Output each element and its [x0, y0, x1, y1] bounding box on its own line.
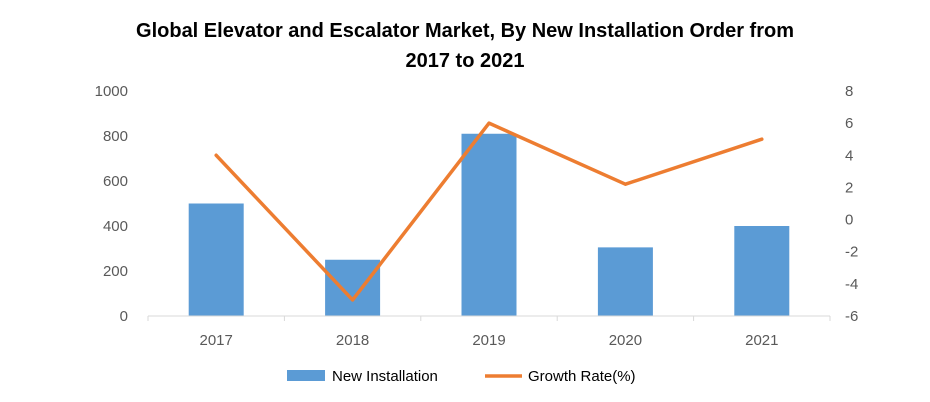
x-tick-label: 2020 [609, 332, 642, 349]
bar-2018 [325, 259, 381, 316]
growth-rate-point-2021 [760, 137, 764, 141]
x-tick-label: 2018 [336, 332, 369, 349]
x-tick-label: 2021 [745, 332, 778, 349]
y-right-tick-label: -4 [845, 276, 858, 293]
y-left-tick-label: 0 [120, 308, 128, 325]
chart-title-line-1: Global Elevator and Escalator Market, By… [136, 20, 794, 42]
chart-title-line-2: 2017 to 2021 [405, 50, 525, 72]
y-right-tick-label: 2 [845, 179, 853, 196]
growth-rate-point-2017 [214, 153, 218, 157]
growth-rate-point-2020 [623, 182, 627, 186]
y-right-tick-label: -2 [845, 244, 858, 261]
y-left-tick-label: 1000 [95, 83, 128, 100]
y-left-tick-label: 200 [103, 263, 128, 280]
bar-2017 [188, 203, 244, 316]
y-right-tick-label: 6 [845, 115, 853, 132]
y-right-tick-label: 8 [845, 83, 853, 100]
growth-rate-point-2019 [487, 121, 491, 125]
bar-2021 [734, 226, 790, 316]
bar-2020 [597, 247, 653, 316]
legend-swatch-new-installation [287, 370, 325, 381]
legend-label-growth-rate: Growth Rate(%) [528, 368, 636, 385]
x-tick-label: 2019 [472, 332, 505, 349]
y-right-tick-label: 0 [845, 212, 853, 229]
legend-label-new-installation: New Installation [332, 368, 438, 385]
y-left-tick-label: 600 [103, 173, 128, 190]
y-right-tick-label: 4 [845, 147, 853, 164]
y-left-tick-label: 400 [103, 218, 128, 235]
bar-2019 [461, 133, 517, 316]
x-tick-label: 2017 [200, 332, 233, 349]
growth-rate-point-2018 [351, 298, 355, 302]
y-right-tick-label: -6 [845, 308, 858, 325]
y-left-tick-label: 800 [103, 128, 128, 145]
chart-title: Global Elevator and Escalator Market, By… [0, 16, 930, 76]
